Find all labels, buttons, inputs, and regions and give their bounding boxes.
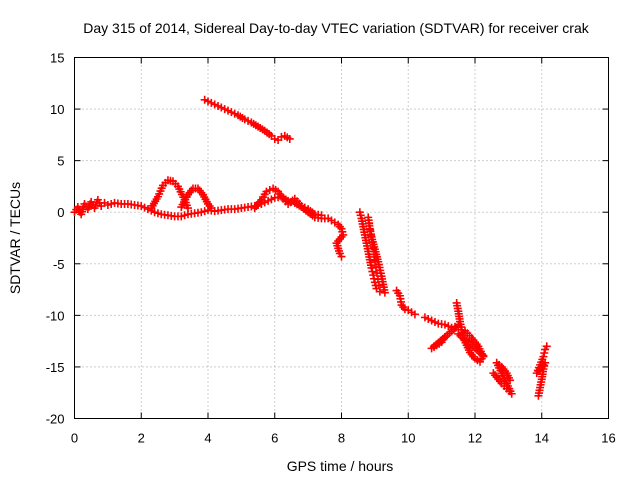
x-tick-label: 2 — [138, 431, 145, 446]
x-tick-label: 10 — [401, 431, 415, 446]
x-tick-label: 6 — [271, 431, 278, 446]
x-tick-label: 12 — [468, 431, 482, 446]
data-point — [183, 204, 192, 213]
y-axis-label: SDTVAR / TECUs — [7, 182, 23, 294]
series-hump-2 — [177, 184, 216, 213]
data-point — [410, 310, 419, 319]
series-drop-5 — [489, 358, 516, 398]
x-axis-label: GPS time / hours — [287, 458, 394, 474]
data-point — [375, 287, 384, 296]
data-point — [368, 267, 377, 276]
data-point — [337, 252, 346, 261]
data-point — [540, 349, 549, 358]
data-point — [367, 263, 376, 272]
y-tick-label: -15 — [46, 360, 65, 375]
data-point — [374, 281, 383, 290]
chart-title: Day 315 of 2014, Sidereal Day-to-day VTE… — [83, 20, 589, 36]
y-tick-label: 0 — [57, 205, 64, 220]
data-point — [506, 376, 515, 385]
y-tick-label: -5 — [53, 257, 65, 272]
y-tick-label: 15 — [50, 51, 64, 66]
plot-frame — [74, 57, 609, 419]
data-point — [207, 204, 216, 213]
data-point — [539, 352, 548, 361]
series-drop-3 — [420, 313, 463, 353]
x-tick-label: 8 — [338, 431, 345, 446]
grid — [74, 57, 609, 419]
data-point — [440, 333, 449, 342]
y-tick-label: 5 — [57, 154, 64, 169]
data-point — [542, 342, 551, 351]
series-upper-arc — [200, 95, 294, 145]
series-drop-4 — [452, 298, 488, 366]
y-tick-label: -20 — [46, 412, 65, 427]
axis-ticks: 0 2 4 6 8 10 12 14 16 -20 -15 -10 -5 0 5 10 15 — [46, 51, 616, 446]
data-points — [70, 95, 551, 400]
x-tick-label: 16 — [601, 431, 615, 446]
y-tick-label: 10 — [50, 102, 64, 117]
series-drop-6 — [532, 342, 551, 400]
data-point — [317, 211, 326, 220]
x-tick-label: 4 — [204, 431, 211, 446]
data-point — [285, 134, 294, 143]
data-point — [380, 288, 389, 297]
data-point — [479, 352, 488, 361]
series-drop-1 — [355, 208, 389, 297]
y-tick-label: -10 — [46, 308, 65, 323]
x-tick-label: 0 — [71, 431, 78, 446]
x-tick-label: 14 — [535, 431, 549, 446]
series-drop-2 — [392, 286, 419, 319]
series-hump-3 — [250, 184, 326, 220]
series-main-track — [70, 192, 348, 261]
